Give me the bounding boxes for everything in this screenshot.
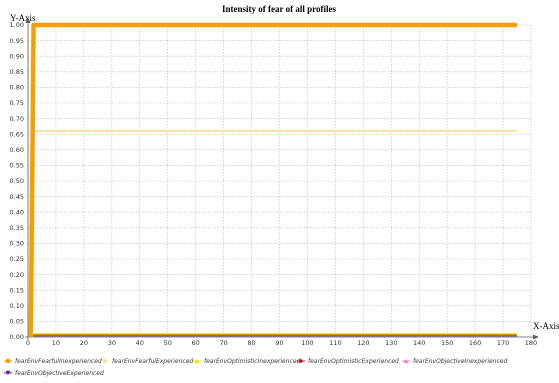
x-tick-label: 140	[413, 339, 425, 347]
grid	[27, 24, 532, 338]
x-tick-label: 120	[357, 339, 369, 347]
x-tick-label: 150	[441, 339, 453, 347]
y-axis-arrow	[25, 17, 31, 23]
x-tick-label: 130	[385, 339, 397, 347]
legend-label: fearEnvObjectiveInexperienced	[413, 358, 507, 365]
legend-marker	[5, 370, 11, 376]
y-tick-label: 0.15	[10, 286, 24, 294]
y-tick-label: 0.85	[10, 68, 24, 76]
legend-marker	[298, 358, 304, 364]
y-tick-label: 0.75	[10, 99, 24, 107]
y-tick-label: 0.30	[10, 240, 24, 248]
legend-label: fearEnvOptimisticInexperienced	[204, 358, 301, 365]
legend-item: fearEnvFearfulExperienced	[101, 358, 193, 365]
y-tick-label: 0.20	[10, 271, 24, 279]
x-tick-label: 160	[469, 339, 481, 347]
x-tick-label: 80	[247, 339, 255, 347]
legend-item: fearEnvOptimisticExperienced	[297, 358, 399, 365]
y-tick-label: 0.50	[10, 177, 24, 185]
series-line	[28, 22, 518, 338]
x-tick-label: 10	[52, 339, 60, 347]
legend-label: fearEnvOptimisticExperienced	[308, 358, 399, 365]
legend-item: fearEnvObjectiveInexperienced	[402, 358, 507, 365]
x-axis-arrow	[533, 334, 539, 340]
legend-label: fearEnvFearfulExperienced	[112, 358, 193, 365]
y-tick-label: 0.00	[10, 333, 24, 341]
series	[28, 22, 518, 338]
x-tick-label: 0	[26, 339, 30, 347]
y-axis-label: Y-Axis	[10, 13, 36, 23]
x-tick-label: 40	[136, 339, 144, 347]
x-tick-label: 100	[301, 339, 313, 347]
legend-item: fearEnvOptimisticInexperienced	[193, 358, 301, 365]
legend-item: fearEnvFearfulInexperienced	[4, 358, 102, 365]
x-axis-label: X-Axis	[533, 321, 559, 331]
legend-label: fearEnvObjectiveExperienced	[15, 370, 104, 377]
y-tick-label: 1.00	[10, 21, 24, 29]
tick-labels: 0 10 20 30 40 50 60 70 80 90 100 110 120 130 140 150 160…	[10, 21, 538, 347]
x-tick-label: 20	[80, 339, 88, 347]
x-tick-label: 90	[275, 339, 283, 347]
y-tick-label: 0.45	[10, 193, 24, 201]
y-tick-label: 0.80	[10, 84, 24, 92]
x-tick-label: 180	[525, 339, 537, 347]
legend-marker	[102, 358, 108, 364]
x-tick-label: 60	[192, 339, 200, 347]
x-tick-label: 110	[329, 339, 341, 347]
y-tick-label: 0.95	[10, 37, 24, 45]
y-tick-label: 0.65	[10, 130, 24, 138]
x-tick-label: 170	[497, 339, 509, 347]
axes	[25, 17, 539, 340]
y-tick-label: 0.90	[10, 52, 24, 60]
y-tick-label: 0.10	[10, 302, 24, 310]
y-tick-label: 0.70	[10, 115, 24, 123]
legend-marker	[5, 358, 11, 364]
y-tick-label: 0.55	[10, 162, 24, 170]
x-tick-label: 30	[108, 339, 116, 347]
legend-marker	[194, 358, 200, 364]
legend: fearEnvFearfulInexperienced fearEnvFearfu…	[4, 358, 507, 377]
legend-marker	[403, 358, 409, 364]
y-tick-label: 0.40	[10, 208, 24, 216]
y-tick-label: 0.25	[10, 255, 24, 263]
x-tick-label: 70	[219, 339, 227, 347]
chart-title: Intensity of fear of all profiles	[222, 4, 336, 14]
x-tick-label: 50	[164, 339, 172, 347]
legend-item: fearEnvObjectiveExperienced	[4, 370, 104, 377]
y-tick-label: 0.35	[10, 224, 24, 232]
y-tick-label: 0.05	[10, 318, 24, 326]
y-tick-label: 0.60	[10, 146, 24, 154]
legend-label: fearEnvFearfulInexperienced	[15, 358, 102, 365]
